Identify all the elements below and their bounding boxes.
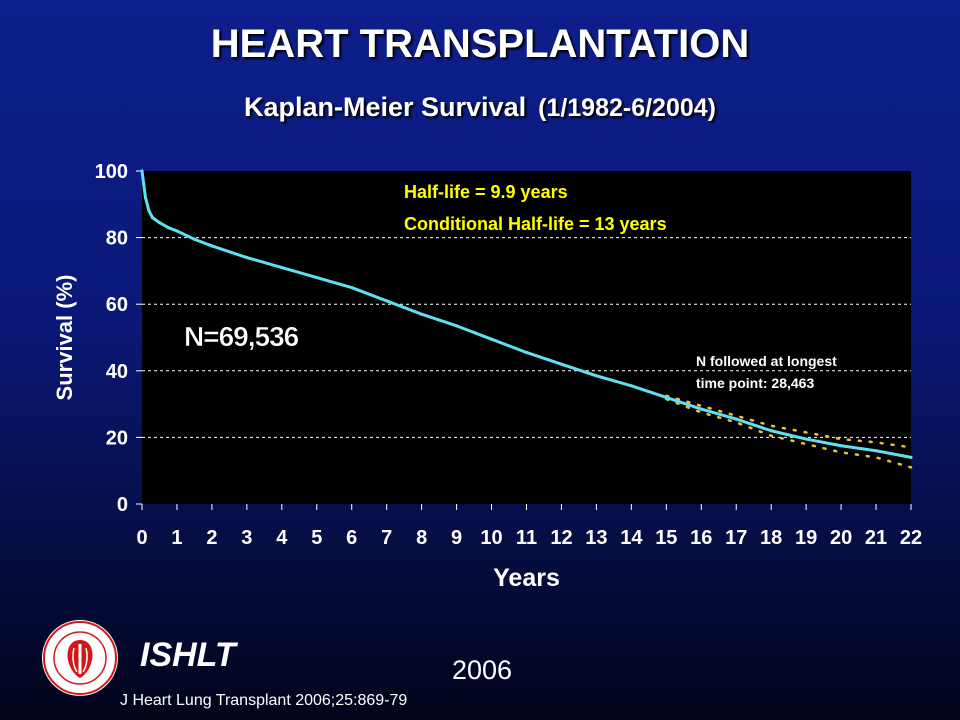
- survival-point: [142, 182, 146, 186]
- survival-point: [210, 244, 214, 248]
- survival-point: [280, 265, 284, 270]
- y-tick-label: 40: [106, 361, 128, 383]
- x-tick-label: 6: [346, 527, 357, 549]
- survival-point: [385, 299, 389, 303]
- organization-label: ISHLT: [140, 636, 236, 674]
- x-tick-label: 8: [416, 527, 427, 549]
- x-tick-label: 20: [830, 527, 852, 549]
- x-tick-label: 2: [206, 527, 217, 549]
- survival-point: [454, 324, 459, 328]
- x-tick-label: 12: [550, 527, 572, 549]
- survival-point: [350, 285, 354, 290]
- y-tick-label: 20: [106, 427, 128, 449]
- survival-point: [804, 437, 808, 441]
- survival-point: [157, 221, 162, 225]
- half-life-label: Half-life = 9.9 years: [404, 182, 568, 202]
- survival-point: [420, 312, 424, 316]
- subtitle-range: (1/1982-6/2004): [538, 94, 716, 122]
- survival-point: [734, 417, 738, 421]
- x-tick-label: 21: [865, 527, 887, 549]
- n-total-label: N=69,536: [184, 321, 299, 352]
- x-tick-label: 17: [725, 527, 747, 549]
- plot-area: [142, 171, 911, 504]
- y-axis-title: Survival (%): [52, 275, 77, 401]
- survival-point: [664, 395, 668, 400]
- survival-point: [559, 362, 564, 366]
- survival-point: [629, 384, 633, 388]
- year-label: 2006: [452, 655, 513, 685]
- y-tick-label: 100: [95, 161, 128, 183]
- ishlt-logo-icon: [42, 620, 118, 696]
- citation: J Heart Lung Transplant 2006;25:869-79: [120, 692, 408, 709]
- x-tick-label: 9: [451, 527, 462, 549]
- x-tick-label: 13: [585, 527, 607, 549]
- x-tick-label: 11: [516, 527, 537, 549]
- survival-point: [245, 255, 249, 260]
- x-tick-label: 22: [900, 527, 922, 549]
- survival-point: [699, 407, 703, 411]
- survival-point: [315, 275, 319, 280]
- y-tick-label: 0: [117, 494, 128, 516]
- y-tick-label: 80: [106, 228, 128, 250]
- x-tick-label: 10: [480, 527, 502, 549]
- survival-point: [524, 350, 529, 355]
- confidence-band-line: [665, 397, 913, 469]
- x-tick-label: 18: [760, 527, 782, 549]
- x-tick-label: 19: [795, 527, 817, 549]
- n-followed-label-line2: time point: 28,463: [696, 375, 814, 391]
- survival-point: [839, 444, 843, 448]
- x-tick-label: 5: [311, 527, 322, 549]
- survival-point: [147, 209, 151, 213]
- conditional-half-life-label: Conditional Half-life = 13 years: [404, 214, 667, 234]
- confidence-band-line: [665, 394, 913, 449]
- n-followed-label-line1: N followed at longest: [696, 353, 837, 369]
- survival-point: [143, 196, 148, 200]
- survival-point: [166, 226, 170, 230]
- slide-subtitle: Kaplan-Meier Survival (1/1982-6/2004): [0, 92, 960, 123]
- survival-point: [140, 169, 144, 173]
- survival-point: [874, 449, 878, 453]
- x-tick-label: 14: [620, 527, 643, 549]
- x-tick-label: 16: [690, 527, 712, 549]
- survival-point: [909, 455, 913, 459]
- x-tick-label: 7: [381, 527, 392, 549]
- survival-point: [192, 237, 197, 241]
- x-axis-title: Years: [493, 564, 560, 592]
- subtitle-text: Kaplan-Meier Survival: [243, 92, 527, 122]
- survival-point: [594, 374, 599, 378]
- x-tick-label: 15: [655, 527, 677, 549]
- survival-point: [489, 337, 494, 341]
- x-tick-label: 3: [241, 527, 252, 549]
- survival-point: [175, 229, 179, 233]
- x-tick-label: 0: [136, 527, 147, 549]
- survival-point: [769, 429, 773, 433]
- x-tick-label: 1: [171, 527, 182, 549]
- x-tick-label: 4: [276, 527, 288, 549]
- survival-point: [150, 216, 155, 220]
- y-tick-label: 60: [106, 294, 128, 316]
- slide-title: HEART TRANSPLANTATION: [210, 22, 750, 66]
